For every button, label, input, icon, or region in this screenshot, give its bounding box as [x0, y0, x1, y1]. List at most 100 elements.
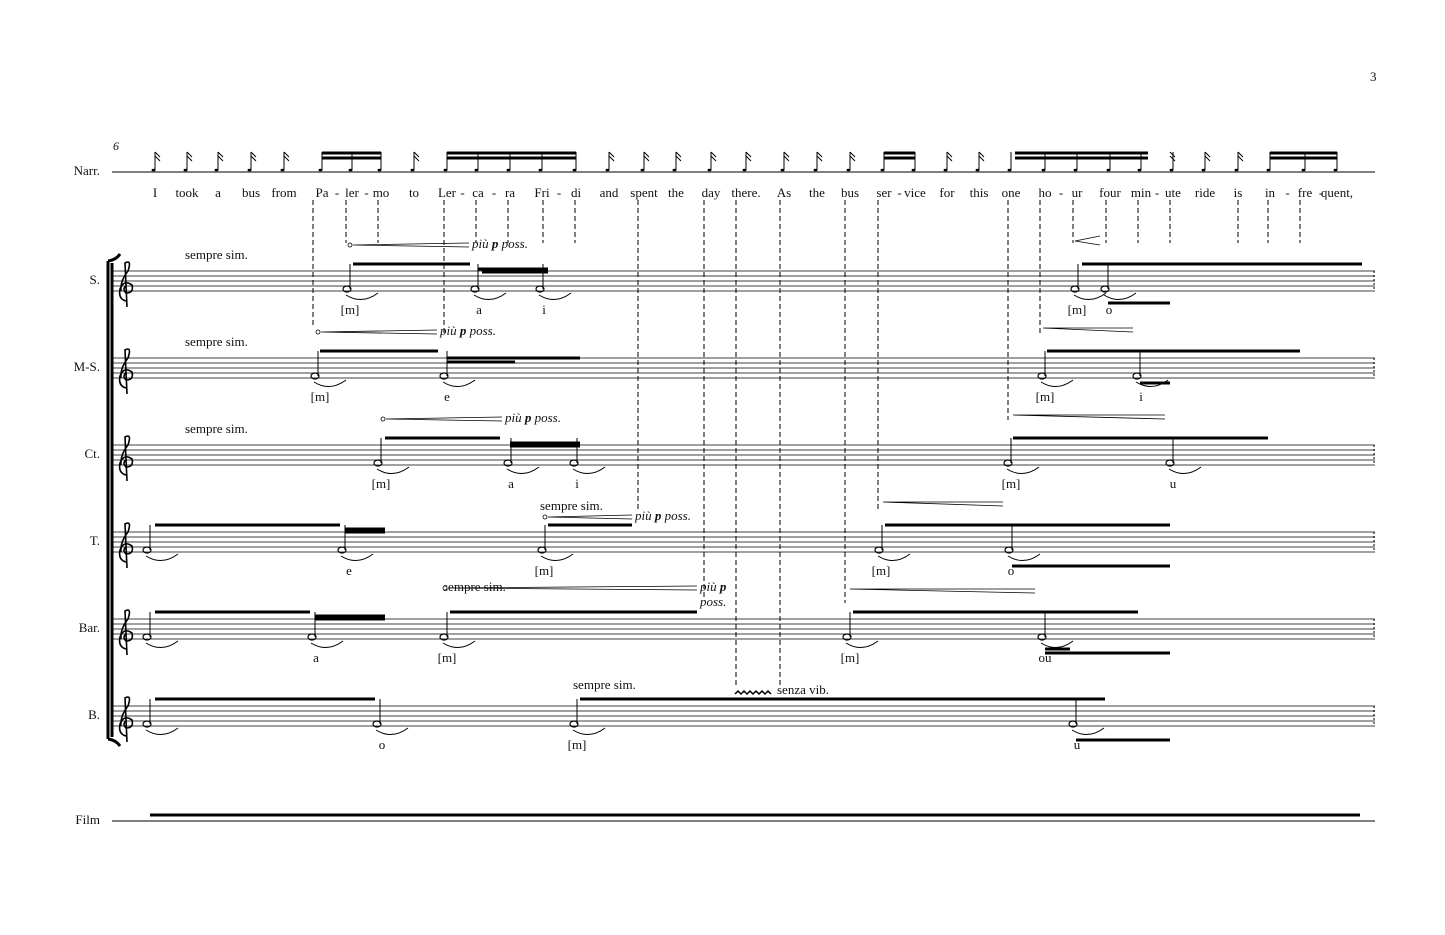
stroke	[413, 155, 420, 162]
syllable: ride	[1195, 185, 1215, 200]
hyphen: -	[460, 185, 464, 200]
lyric: i	[542, 302, 546, 317]
notehead	[307, 633, 317, 641]
stroke	[783, 151, 790, 158]
dynamic-piu: più	[634, 508, 652, 523]
treble-clef	[118, 435, 134, 482]
slur	[538, 292, 572, 300]
notehead	[247, 168, 252, 172]
lyric: [m]	[1002, 476, 1021, 491]
notehead	[439, 633, 449, 641]
staff-label: B.	[88, 707, 100, 722]
dynamic-p: p	[719, 579, 727, 594]
syllable: ho	[1039, 185, 1052, 200]
syllable: spent	[630, 185, 658, 200]
notehead	[474, 168, 479, 172]
lyric: [m]	[341, 302, 360, 317]
syllable: there.	[731, 185, 760, 200]
dynamic-piu: più	[504, 410, 522, 425]
hairpin	[447, 585, 698, 591]
syllable: I	[153, 185, 157, 200]
notehead	[377, 168, 382, 172]
notehead	[572, 168, 577, 172]
staff-label: Film	[75, 812, 100, 827]
stroke	[849, 155, 856, 162]
notehead	[537, 546, 547, 554]
slur	[376, 466, 410, 474]
notehead	[1234, 168, 1239, 172]
syllable: min	[1131, 185, 1152, 200]
syllable: quent,	[1321, 185, 1353, 200]
lyric: [m]	[1036, 389, 1055, 404]
notehead	[318, 168, 323, 172]
syllable: ra	[505, 185, 515, 200]
slur	[877, 553, 911, 561]
lyric: i	[575, 476, 579, 491]
notehead	[1070, 285, 1080, 293]
lyric: o	[1008, 563, 1015, 578]
direction: sempre sim.	[443, 579, 506, 594]
slur	[310, 640, 344, 648]
lyric: o	[379, 737, 386, 752]
notehead	[1037, 372, 1047, 380]
notehead	[640, 168, 645, 172]
notehead	[372, 720, 382, 728]
stroke	[250, 155, 257, 162]
notehead	[1301, 168, 1306, 172]
syllable: Fri	[534, 185, 550, 200]
stroke	[946, 155, 953, 162]
lyric: [m]	[568, 737, 587, 752]
syllable: in	[1265, 185, 1276, 200]
stroke	[643, 155, 650, 162]
stroke	[946, 151, 953, 158]
syllable: ser	[876, 185, 892, 200]
notehead	[1068, 720, 1078, 728]
slur	[313, 379, 347, 387]
notehead	[1073, 168, 1078, 172]
syllable: a	[215, 185, 221, 200]
dynamic-poss: poss.	[664, 508, 691, 523]
syllable: four	[1099, 185, 1121, 200]
notehead	[672, 168, 677, 172]
notehead	[569, 720, 579, 728]
notehead	[880, 168, 885, 172]
staff-label: S.	[90, 272, 100, 287]
slur	[442, 379, 476, 387]
stroke	[608, 155, 615, 162]
notehead	[506, 168, 511, 172]
system-bracket	[106, 253, 122, 747]
slur	[1006, 466, 1040, 474]
dynamic-piu: più	[439, 323, 457, 338]
hairpin	[547, 514, 633, 520]
treble-clef	[118, 261, 134, 308]
hyphen: -	[1155, 185, 1159, 200]
hyphen: -	[1285, 185, 1289, 200]
niente	[442, 585, 448, 591]
hairpin	[385, 416, 503, 422]
notehead	[1165, 459, 1175, 467]
slur	[442, 640, 476, 648]
slur	[1073, 292, 1107, 300]
dynamic: più p	[699, 579, 727, 594]
direction: sempre sim.	[185, 421, 248, 436]
niente	[542, 514, 548, 520]
stroke	[186, 151, 193, 158]
niente	[347, 242, 353, 248]
notehead	[605, 168, 610, 172]
stroke	[1204, 151, 1211, 158]
slur	[345, 292, 379, 300]
stroke	[217, 151, 224, 158]
syllable: Pa	[316, 185, 329, 200]
stroke	[978, 155, 985, 162]
lyric: [m]	[872, 563, 891, 578]
dynamic-piu: più	[699, 579, 717, 594]
notehead	[846, 168, 851, 172]
slur	[540, 553, 574, 561]
notehead	[280, 168, 285, 172]
syllable: took	[175, 185, 199, 200]
hyphen: -	[492, 185, 496, 200]
stroke	[1237, 151, 1244, 158]
measure-number: 6	[113, 139, 119, 153]
direction: sempre sim.	[185, 247, 248, 262]
notehead	[538, 168, 543, 172]
